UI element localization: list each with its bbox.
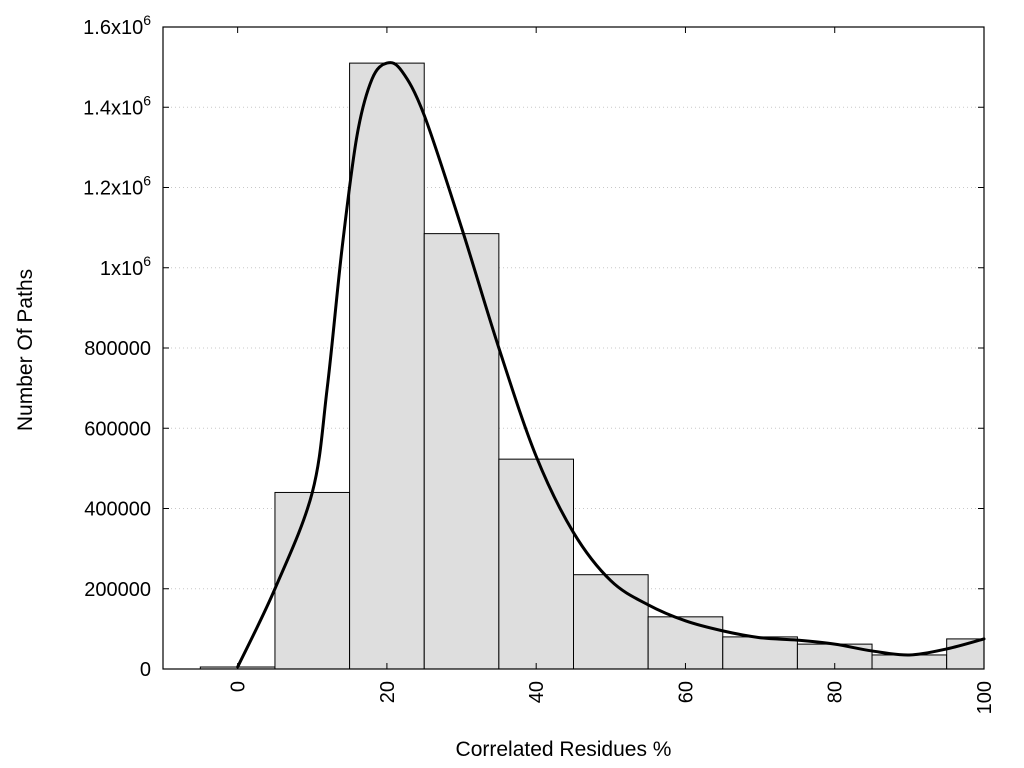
bar-70 <box>722 636 798 670</box>
bar-20 <box>349 62 425 670</box>
y-axis-ticks: 0 200000 400000 600000 800000 1x106 1.2x106 1.4… <box>83 12 984 681</box>
y-tick-label-1: 200000 <box>84 579 151 601</box>
y-tick-label-5: 1x106 <box>100 253 151 280</box>
x-axis-label: Correlated Residues % <box>456 738 672 761</box>
y-tick-label-2: 400000 <box>84 499 151 521</box>
y-tick-label-7: 1.4x106 <box>83 92 151 119</box>
x-tick-label-2: 40 <box>526 681 548 703</box>
x-tick-label-5: 100 <box>974 681 996 714</box>
bar-60 <box>647 616 724 670</box>
x-axis-ticks: 0 20 40 60 80 100 <box>228 27 996 714</box>
bar-30 <box>423 233 500 670</box>
x-tick-label-0: 0 <box>228 681 250 692</box>
histogram-bars <box>199 62 985 670</box>
bar-10 <box>274 491 351 670</box>
x-tick-label-3: 60 <box>675 681 697 703</box>
bar-90 <box>871 654 948 670</box>
x-tick-label-1: 20 <box>377 681 399 703</box>
y-tick-label-3: 600000 <box>84 418 151 440</box>
y-axis-label: Number Of Paths <box>14 269 37 431</box>
y-tick-label-8: 1.6x106 <box>83 12 151 39</box>
y-tick-label-6: 1.2x106 <box>83 173 151 200</box>
y-tick-label-0: 0 <box>140 659 151 681</box>
x-tick-label-4: 80 <box>825 681 847 703</box>
bar-40 <box>498 458 575 670</box>
bar-50 <box>573 574 649 670</box>
density-curve <box>236 61 986 669</box>
y-tick-label-4: 800000 <box>84 338 151 360</box>
